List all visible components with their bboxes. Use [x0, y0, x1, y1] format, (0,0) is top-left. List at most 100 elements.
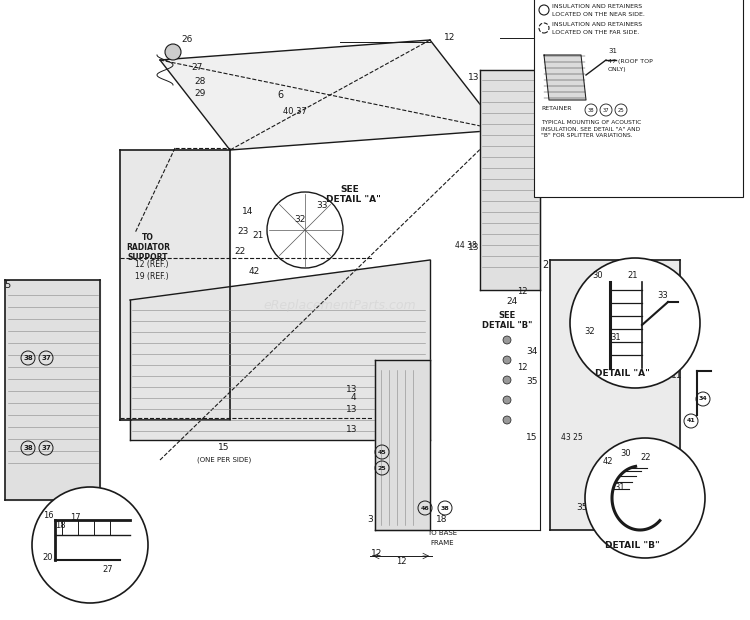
Text: 15: 15	[218, 443, 229, 453]
Text: 25: 25	[377, 466, 386, 471]
Circle shape	[503, 336, 511, 344]
Text: 28: 28	[194, 78, 206, 87]
Text: 42: 42	[248, 267, 259, 277]
Text: 38: 38	[23, 355, 33, 361]
Text: 34: 34	[699, 397, 707, 402]
Text: 47 (ROOF TOP: 47 (ROOF TOP	[608, 59, 652, 64]
Text: (ONE PER SIDE): (ONE PER SIDE)	[196, 457, 251, 463]
Text: 4: 4	[350, 394, 355, 402]
Circle shape	[32, 487, 148, 603]
Polygon shape	[130, 260, 430, 440]
Text: FRAME: FRAME	[430, 540, 454, 546]
Polygon shape	[544, 55, 586, 100]
Text: 6: 6	[277, 90, 283, 100]
Text: RETAINER: RETAINER	[541, 106, 572, 111]
Text: 15: 15	[526, 433, 538, 443]
Text: 29: 29	[194, 89, 206, 99]
Text: eReplacementParts.com: eReplacementParts.com	[264, 298, 416, 311]
Text: 19 (REF.): 19 (REF.)	[135, 273, 169, 281]
Text: 12: 12	[444, 33, 456, 43]
Polygon shape	[375, 360, 430, 530]
Text: 31: 31	[610, 334, 621, 342]
Text: 38: 38	[441, 505, 449, 510]
Text: 38: 38	[588, 107, 594, 112]
Text: 33: 33	[316, 200, 328, 210]
Text: 5: 5	[4, 280, 10, 290]
Text: SUPPORT: SUPPORT	[128, 254, 168, 262]
Text: 18: 18	[55, 521, 65, 529]
Text: 21: 21	[252, 231, 264, 239]
Text: 24: 24	[506, 298, 518, 306]
Text: 12: 12	[371, 549, 382, 557]
Text: 11: 11	[671, 371, 682, 379]
Text: 31: 31	[608, 48, 617, 54]
Text: 25: 25	[618, 107, 624, 112]
Polygon shape	[5, 280, 100, 500]
Text: LOCATED ON THE NEAR SIDE.: LOCATED ON THE NEAR SIDE.	[552, 12, 645, 17]
Text: 26: 26	[182, 35, 193, 45]
Text: 41: 41	[687, 418, 695, 423]
Text: 31: 31	[615, 484, 626, 492]
Text: 32: 32	[294, 216, 306, 224]
Circle shape	[503, 376, 511, 384]
Text: TYPICAL MOUNTING OF ACOUSTIC
INSULATION. SEE DETAIL "A" AND
"B" FOR SPLITTER VAR: TYPICAL MOUNTING OF ACOUSTIC INSULATION.…	[541, 120, 641, 138]
Text: 42: 42	[603, 458, 613, 466]
Polygon shape	[550, 260, 680, 530]
Text: RADIATOR: RADIATOR	[126, 244, 170, 252]
Text: 22: 22	[640, 453, 651, 463]
Text: 13: 13	[468, 244, 480, 252]
Text: 21: 21	[628, 270, 638, 280]
Text: 20: 20	[43, 552, 53, 562]
Text: ONLY): ONLY)	[608, 67, 627, 72]
Text: 12: 12	[517, 288, 527, 296]
Circle shape	[503, 356, 511, 364]
Text: 27: 27	[191, 63, 202, 73]
Text: 13: 13	[346, 386, 358, 394]
Text: 23: 23	[237, 228, 249, 236]
Text: 2: 2	[542, 260, 548, 270]
Text: 37: 37	[603, 107, 609, 112]
Polygon shape	[120, 150, 230, 420]
Text: 30: 30	[592, 270, 603, 280]
Text: 18: 18	[436, 515, 448, 525]
Text: TO BASE: TO BASE	[427, 530, 457, 536]
Text: 34: 34	[526, 347, 538, 356]
Circle shape	[503, 416, 511, 424]
Circle shape	[570, 258, 700, 388]
Text: 27: 27	[103, 565, 113, 575]
FancyBboxPatch shape	[534, 0, 743, 197]
Text: 30: 30	[621, 450, 632, 459]
Text: 16: 16	[43, 510, 53, 520]
Text: 43 25: 43 25	[561, 433, 583, 443]
Text: LOCATED ON THE FAR SIDE.: LOCATED ON THE FAR SIDE.	[552, 30, 639, 35]
Circle shape	[165, 44, 181, 60]
Text: 22: 22	[234, 247, 246, 257]
Text: 14: 14	[242, 208, 254, 216]
Text: 13: 13	[468, 73, 480, 81]
Text: 37: 37	[41, 445, 51, 451]
Text: DETAIL "A": DETAIL "A"	[595, 370, 650, 378]
Text: 45: 45	[377, 450, 386, 454]
Text: DETAIL "A": DETAIL "A"	[326, 195, 380, 205]
Text: 13: 13	[346, 425, 358, 435]
Text: 46: 46	[421, 505, 429, 510]
Text: SEE: SEE	[498, 311, 516, 321]
Text: 1: 1	[557, 70, 563, 80]
Text: 37: 37	[41, 355, 51, 361]
Text: DETAIL "B": DETAIL "B"	[604, 541, 659, 551]
Text: 12 (REF.): 12 (REF.)	[135, 260, 169, 270]
Text: 13: 13	[346, 405, 358, 415]
Text: SEE: SEE	[340, 185, 359, 195]
Text: 40 37: 40 37	[283, 107, 307, 117]
Text: 32: 32	[585, 327, 596, 337]
Text: DETAIL "B": DETAIL "B"	[482, 322, 532, 330]
Text: 17: 17	[70, 513, 80, 523]
Text: 44 38: 44 38	[455, 241, 477, 249]
Text: 33: 33	[658, 291, 668, 299]
Polygon shape	[160, 40, 500, 150]
Text: INSULATION AND RETAINERS: INSULATION AND RETAINERS	[552, 22, 642, 27]
Text: 35: 35	[526, 378, 538, 386]
Text: 38: 38	[23, 445, 33, 451]
Polygon shape	[480, 70, 540, 290]
Circle shape	[585, 438, 705, 558]
